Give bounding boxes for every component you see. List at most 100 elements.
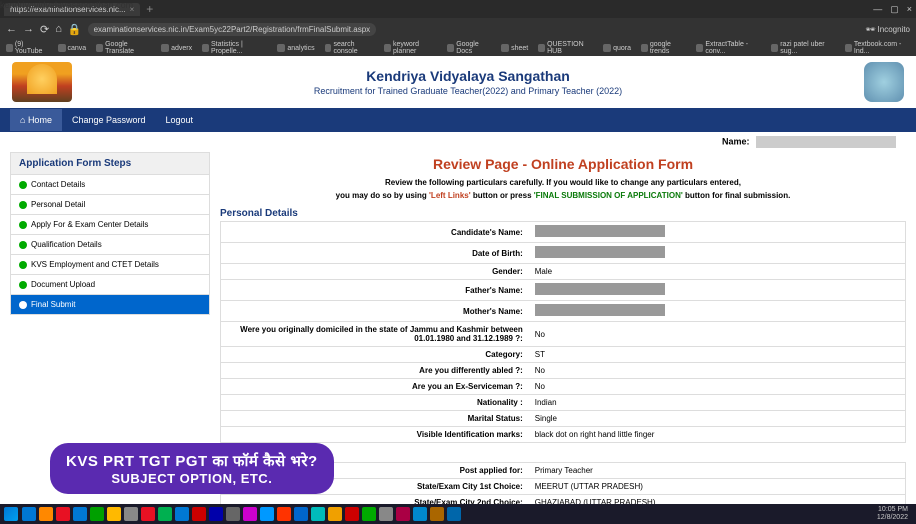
reload-icon[interactable]: ⟳ (40, 23, 49, 36)
taskbar-app-icon[interactable] (277, 507, 291, 521)
taskbar-app-icon[interactable] (56, 507, 70, 521)
bookmark-item[interactable]: google trends (641, 41, 686, 55)
bookmark-item[interactable]: search console (325, 41, 375, 55)
taskbar-app-icon[interactable] (345, 507, 359, 521)
detail-label: Visible Identification marks: (221, 427, 529, 443)
sidebar-title: Application Form Steps (10, 152, 210, 175)
taskbar-app-icon[interactable] (430, 507, 444, 521)
bookmark-item[interactable]: Google Translate (96, 41, 151, 55)
bookmark-item[interactable]: adverx (161, 44, 192, 52)
bookmark-item[interactable]: sheet (501, 44, 528, 52)
bookmark-item[interactable]: QUESTION HUB (538, 41, 593, 55)
close-icon[interactable]: × (907, 4, 912, 15)
review-note-1: Review the following particulars careful… (220, 176, 906, 189)
nav-home[interactable]: ⌂ Home (10, 109, 62, 131)
taskbar-app-icon[interactable] (158, 507, 172, 521)
windows-taskbar: 10:05 PM 12/8/2022 (0, 504, 916, 524)
detail-row: Candidate's Name: (221, 222, 906, 243)
bookmark-icon (771, 44, 778, 52)
taskbar-app-icon[interactable] (141, 507, 155, 521)
detail-label: Gender: (221, 264, 529, 280)
taskbar-app-icon[interactable] (243, 507, 257, 521)
sidebar-step[interactable]: Qualification Details (10, 235, 210, 255)
name-bar: Name: (0, 132, 916, 152)
taskbar-app-icon[interactable] (311, 507, 325, 521)
taskbar-app-icon[interactable] (124, 507, 138, 521)
system-tray[interactable]: 10:05 PM 12/8/2022 (877, 506, 912, 521)
bookmark-item[interactable]: analytics (277, 44, 314, 52)
sidebar-step[interactable]: Document Upload (10, 275, 210, 295)
url-input[interactable]: examinationservices.nic.in/Exam5yc22Part… (88, 23, 377, 36)
sidebar-step[interactable]: Apply For & Exam Center Details (10, 215, 210, 235)
detail-label: Candidate's Name: (221, 222, 529, 243)
detail-value: No (529, 363, 906, 379)
detail-label: Nationality : (221, 395, 529, 411)
taskbar-app-icon[interactable] (447, 507, 461, 521)
forward-icon[interactable]: → (23, 23, 34, 35)
bookmark-icon (161, 44, 169, 52)
masked-value (535, 283, 665, 295)
detail-value (529, 222, 906, 243)
taskbar-app-icon[interactable] (192, 507, 206, 521)
home-icon[interactable]: ⌂ (55, 23, 62, 35)
taskbar-app-icon[interactable] (39, 507, 53, 521)
detail-label: Father's Name: (221, 280, 529, 301)
nav-logout[interactable]: Logout (156, 109, 204, 131)
maximize-icon[interactable]: ▢ (890, 4, 899, 15)
detail-row: Visible Identification marks:black dot o… (221, 427, 906, 443)
detail-row: Category:ST (221, 347, 906, 363)
bookmark-item[interactable]: Google Docs (447, 41, 491, 55)
taskbar-app-icon[interactable] (294, 507, 308, 521)
kvs-logo (12, 62, 72, 102)
taskbar-app-icon[interactable] (379, 507, 393, 521)
bookmark-item[interactable]: razi patel uber sug... (771, 41, 835, 55)
bookmark-item[interactable]: (9) YouTube (6, 41, 48, 55)
taskbar-app-icon[interactable] (107, 507, 121, 521)
bookmark-icon (501, 44, 509, 52)
bookmark-item[interactable]: Textbook.com - Ind... (845, 41, 910, 55)
sidebar-step[interactable]: Personal Detail (10, 195, 210, 215)
taskbar-app-icon[interactable] (260, 507, 274, 521)
start-button[interactable] (4, 507, 18, 521)
banner-line-1: KVS PRT TGT PGT का फॉर्म कैसे भरे? (66, 451, 318, 471)
bookmark-item[interactable]: keyword planner (384, 41, 437, 55)
taskbar-app-icon[interactable] (22, 507, 36, 521)
detail-label: Are you differently abled ?: (221, 363, 529, 379)
bookmark-icon (603, 44, 611, 52)
detail-row: Date of Birth: (221, 243, 906, 264)
sidebar-step[interactable]: Final Submit (10, 295, 210, 315)
taskbar-app-icon[interactable] (226, 507, 240, 521)
bookmark-item[interactable]: quora (603, 44, 631, 52)
bookmark-icon (696, 44, 703, 52)
minimize-icon[interactable]: — (873, 4, 882, 15)
taskbar-app-icon[interactable] (209, 507, 223, 521)
step-check-icon (19, 181, 27, 189)
taskbar-app-icon[interactable] (73, 507, 87, 521)
review-title: Review Page - Online Application Form (220, 152, 906, 176)
sidebar-step[interactable]: Contact Details (10, 175, 210, 195)
detail-value: MEERUT (UTTAR PRADESH) (529, 479, 906, 495)
taskbar-app-icon[interactable] (328, 507, 342, 521)
new-tab-button[interactable]: + (146, 2, 153, 16)
step-check-icon (19, 241, 27, 249)
detail-label: Date of Birth: (221, 243, 529, 264)
bookmark-item[interactable]: ExtractTable - conv... (696, 41, 761, 55)
sidebar-step[interactable]: KVS Employment and CTET Details (10, 255, 210, 275)
detail-value: Single (529, 411, 906, 427)
bookmark-icon (447, 44, 454, 52)
taskbar-app-icon[interactable] (175, 507, 189, 521)
taskbar-app-icon[interactable] (362, 507, 376, 521)
detail-value (529, 301, 906, 322)
step-check-icon (19, 201, 27, 209)
detail-row: Are you differently abled ?:No (221, 363, 906, 379)
taskbar-app-icon[interactable] (413, 507, 427, 521)
personal-details-title: Personal Details (220, 202, 906, 221)
taskbar-app-icon[interactable] (396, 507, 410, 521)
nav-change-password[interactable]: Change Password (62, 109, 156, 131)
back-icon[interactable]: ← (6, 23, 17, 35)
taskbar-app-icon[interactable] (90, 507, 104, 521)
detail-value: No (529, 379, 906, 395)
address-bar: ← → ⟳ ⌂ 🔒 examinationservices.nic.in/Exa… (0, 18, 916, 40)
bookmark-item[interactable]: canva (58, 44, 87, 52)
bookmark-item[interactable]: Statistics | Propelle... (202, 41, 267, 55)
